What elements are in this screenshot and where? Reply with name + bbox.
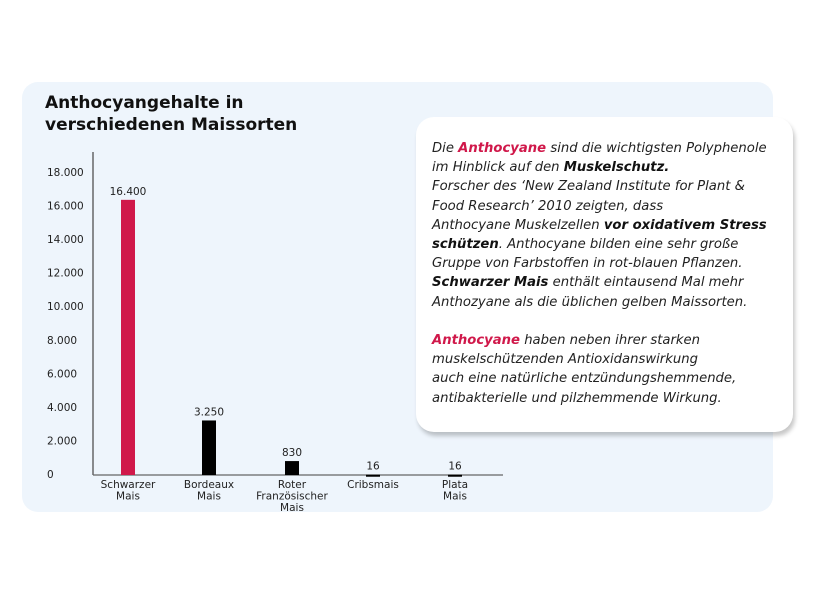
y-tick-label: 12.000 [47,268,84,280]
bar [285,461,299,475]
text-segment: antibakterielle und pilzhemmende Wirkung… [432,390,722,406]
y-tick-label: 2.000 [47,435,77,447]
y-tick-label: 14.000 [47,234,84,246]
highlight-text: Anthocyane [432,333,520,349]
text-segment: Food Research’ 2010 zeigten, dass [432,198,664,214]
info-text: Die Anthocyane sind die wichtigsten Poly… [432,139,767,427]
y-tick-label: 0 [47,469,54,481]
text-line: Anthocyane haben neben ihrer starken [432,331,767,350]
text-line: Die Anthocyane sind die wichtigsten Poly… [432,139,767,158]
text-line: antibakterielle und pilzhemmende Wirkung… [432,389,767,408]
x-tick-label: Roter [278,479,307,491]
y-tick-label: 8.000 [47,335,77,347]
text-line: Schwarzer Mais enthält eintausend Mal me… [432,273,767,292]
x-tick-label: Cribsmais [347,479,399,491]
bold-text: schützen [432,237,499,253]
text-segment: Forscher des ‘New Zealand Institute for … [432,179,745,195]
text-line: Anthocyane Muskelzellen vor oxidativem S… [432,216,767,235]
data-label: 830 [282,447,302,459]
x-tick-label: Schwarzer [101,479,156,491]
text-segment: haben neben ihrer starken [520,333,700,349]
text-segment: im Hinblick auf den [432,160,564,176]
data-label: 3.250 [194,406,224,418]
x-tick-label: Mais [443,491,467,503]
text-line: Gruppe von Farbstoffen in rot-blauen Pfl… [432,254,767,273]
x-tick-label: Bordeaux [184,479,234,491]
y-tick-label: 6.000 [47,368,77,380]
x-tick-label: Französischer [256,491,328,503]
bar [366,474,380,477]
x-tick-label: Mais [197,491,221,503]
paragraph: Die Anthocyane sind die wichtigsten Poly… [432,139,767,312]
paragraph: Anthocyane haben neben ihrer starken musk… [432,331,767,408]
chart-title: Anthocyangehalte in verschiedenen Maisso… [45,92,297,136]
bold-text: Muskelschutz. [563,160,670,176]
y-tick-label: 18.000 [47,167,84,179]
y-tick-label: 16.000 [47,201,84,213]
y-tick-label: 4.000 [47,402,77,414]
y-tick-label: 10.000 [47,301,84,313]
x-tick-label: Mais [116,491,140,503]
x-tick-label: Mais [280,502,304,514]
x-tick-label: Plata [442,479,468,491]
text-segment: auch eine natürliche entzündungshemmende… [432,371,737,387]
data-label: 16 [366,461,380,473]
text-line: auch eine natürliche entzündungshemmende… [432,369,767,388]
bold-text: vor oxidativem Stress [603,217,767,233]
text-line: schützen. Anthocyane bilden eine sehr gr… [432,235,767,254]
chart-title-line: verschiedenen Maissorten [45,115,298,135]
text-segment: muskelschützenden Antioxidanswirkung [432,352,698,368]
bar [202,420,216,475]
text-segment: enthält eintausend Mal mehr [548,275,744,291]
bar [448,474,462,477]
bar [121,199,135,475]
text-segment: sind die wichtigsten Polyphenole [546,141,767,156]
info-textbox: Die Anthocyane sind die wichtigsten Poly… [416,117,793,432]
data-label: 16.400 [110,186,147,198]
text-segment: Gruppe von Farbstoffen in rot-blauen Pfl… [432,256,743,272]
text-line: Forscher des ‘New Zealand Institute for … [432,177,767,196]
text-segment: Die [432,141,459,156]
text-line: Anthozyane als die üblichen gelben Maiss… [432,293,767,312]
text-segment: Anthozyane als die üblichen gelben Maiss… [432,294,748,310]
data-label: 16 [448,461,462,473]
chart-title-line: Anthocyangehalte in [45,93,244,113]
text-segment: . Anthocyane bilden eine sehr große [498,237,739,253]
bold-text: Schwarzer Mais [432,275,549,291]
text-line: im Hinblick auf den Muskelschutz. [432,158,767,177]
text-line: muskelschützenden Antioxidanswirkung [432,350,767,369]
text-line: Food Research’ 2010 zeigten, dass [432,197,767,216]
highlight-text: Anthocyane [458,141,547,156]
text-segment: Anthocyane Muskelzellen [432,217,604,233]
